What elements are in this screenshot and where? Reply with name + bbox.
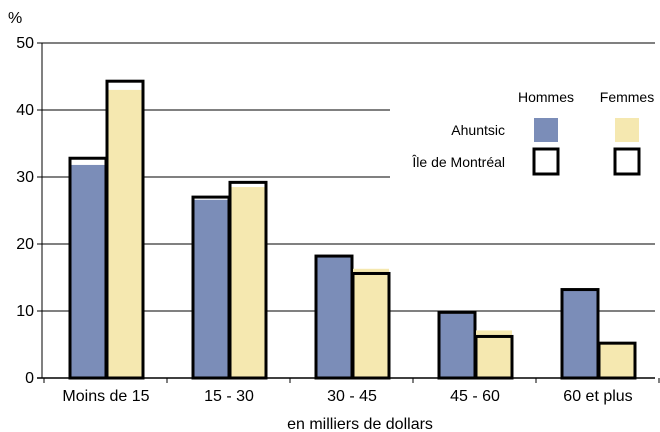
axes: 0 10 20 30 40 50 Moins de 15 15 - 30 30 - 45 45 -… bbox=[16, 35, 660, 405]
x-tick-label: 15 - 30 bbox=[204, 388, 254, 405]
legend-background bbox=[390, 82, 655, 182]
bar-ahuntsic-hommes bbox=[70, 164, 106, 378]
legend-swatch-ahuntsic-hommes bbox=[534, 118, 558, 142]
bars bbox=[68, 79, 637, 380]
x-tick-label: 30 - 45 bbox=[327, 388, 377, 405]
legend: Hommes Femmes Ahuntsic Île de Montréal bbox=[390, 82, 655, 182]
y-tick-label: 20 bbox=[16, 236, 34, 253]
bar-ahuntsic-femmes bbox=[476, 330, 512, 378]
bar-ahuntsic-femmes bbox=[599, 343, 635, 378]
x-tick-label: 60 et plus bbox=[563, 388, 632, 405]
legend-column-header: Hommes bbox=[518, 89, 574, 105]
bar-ahuntsic-hommes bbox=[562, 290, 598, 378]
legend-row-label: Île de Montréal bbox=[411, 154, 505, 170]
bar-ahuntsic-hommes bbox=[439, 313, 475, 378]
x-tick-label: Moins de 15 bbox=[62, 388, 149, 405]
y-axis-title: % bbox=[8, 10, 22, 27]
legend-row-label: Ahuntsic bbox=[451, 122, 505, 138]
legend-column-header: Femmes bbox=[600, 89, 654, 105]
bar-ahuntsic-femmes bbox=[107, 89, 143, 379]
x-tick-label: 45 - 60 bbox=[450, 388, 500, 405]
y-tick-label: 50 bbox=[16, 35, 34, 52]
y-tick-label: 40 bbox=[16, 102, 34, 119]
legend-swatch-ile-de-montreal-femmes bbox=[613, 147, 641, 176]
x-axis-title: en milliers de dollars bbox=[287, 416, 433, 432]
legend-swatch-ile-de-montreal-hommes bbox=[532, 147, 560, 176]
y-tick-label: 10 bbox=[16, 303, 34, 320]
bar-ahuntsic-hommes bbox=[316, 257, 352, 378]
legend-swatch-ahuntsic-femmes bbox=[615, 118, 639, 142]
bar-ahuntsic-femmes bbox=[353, 268, 389, 378]
y-tick-label: 0 bbox=[25, 370, 34, 387]
bar-ahuntsic-hommes bbox=[193, 199, 229, 378]
y-tick-label: 30 bbox=[16, 169, 34, 186]
bar-ahuntsic-femmes bbox=[230, 187, 266, 378]
